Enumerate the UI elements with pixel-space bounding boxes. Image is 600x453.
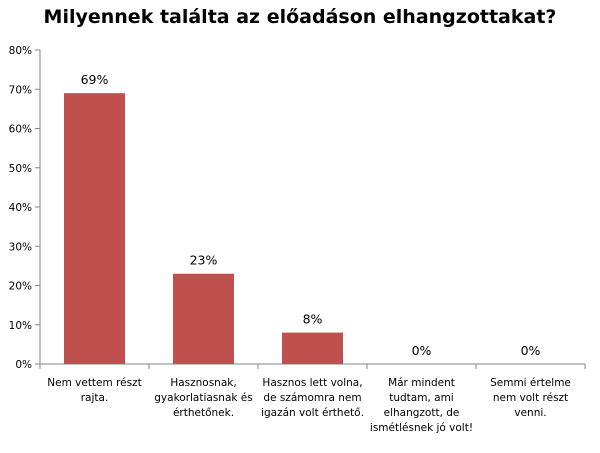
bar bbox=[63, 93, 126, 365]
x-category-label-line: igazán volt érthető. bbox=[261, 407, 364, 419]
x-category-label-line: Nem vettem részt bbox=[47, 377, 141, 389]
x-category-label-line: ismétlésnek jó volt! bbox=[370, 422, 473, 434]
x-category-label-line: venni. bbox=[514, 407, 546, 419]
bar bbox=[172, 273, 235, 364]
x-category-label: Nem vettem részt rajta. bbox=[47, 377, 141, 404]
x-category-label-line: rajta. bbox=[81, 392, 109, 404]
y-tick-label: 10% bbox=[9, 320, 32, 332]
x-category-label-line: Semmi értelme bbox=[490, 377, 571, 389]
x-category-label-line: elhangzott, de bbox=[384, 407, 460, 419]
x-category-label: Hasznos lett volna, de számomra nem igazán… bbox=[261, 377, 364, 419]
data-label: 0% bbox=[412, 343, 432, 358]
bar bbox=[281, 332, 344, 364]
data-label: 0% bbox=[521, 343, 541, 358]
x-category-label-line: gyakorlatiasnak és bbox=[154, 392, 253, 404]
y-tick-label: 60% bbox=[9, 124, 32, 136]
data-label: 23% bbox=[190, 253, 218, 268]
y-tick-label: 50% bbox=[9, 163, 32, 175]
x-category-label-line: Hasznos lett volna, bbox=[262, 377, 362, 389]
x-category-label-line: tudtam, ami bbox=[389, 392, 453, 404]
x-category-label-line: nem volt részt bbox=[493, 392, 568, 404]
y-tick-label: 30% bbox=[9, 241, 32, 253]
x-category-label: Semmi értelme nem volt részt venni. bbox=[490, 377, 571, 419]
x-category-label-line: Hasznosnak, bbox=[170, 377, 236, 389]
x-category-label-line: érthetőnek. bbox=[173, 407, 234, 419]
data-label: 8% bbox=[303, 312, 323, 327]
data-label: 69% bbox=[81, 72, 109, 87]
y-tick-label: 80% bbox=[9, 45, 32, 57]
x-category-label-line: Már mindent bbox=[388, 377, 455, 389]
x-category-label: Már mindent tudtam, ami elhangzott, de ismé… bbox=[370, 377, 473, 434]
y-tick-label: 0% bbox=[15, 359, 32, 371]
y-tick-label: 70% bbox=[9, 84, 32, 96]
x-category-label-line: de számomra nem bbox=[263, 392, 361, 404]
x-category-label: Hasznosnak, gyakorlatiasnak és érthetőnek. bbox=[154, 377, 253, 419]
y-tick-label: 20% bbox=[9, 281, 32, 293]
y-tick-label: 40% bbox=[9, 202, 32, 214]
chart-title: Milyennek találta az előadáson elhangzot… bbox=[43, 6, 557, 28]
